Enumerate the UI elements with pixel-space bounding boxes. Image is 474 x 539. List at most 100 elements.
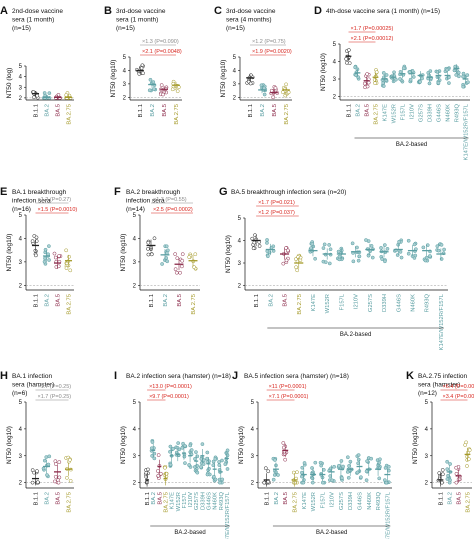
panel-d: D 4th-dose vaccine sera (1 month) (n=15) ×… — [314, 5, 470, 160]
x-tick-label: B.1.1 — [248, 104, 254, 118]
data-point — [369, 244, 374, 248]
annotation-label: ×1.3 (P=0.55) — [153, 197, 187, 203]
y-tick-label: 3 — [133, 260, 137, 266]
x-tick-label: BA.5 — [56, 492, 62, 505]
data-point — [374, 70, 379, 74]
x-tick-label: N460K — [213, 492, 219, 510]
panel-title: BA.2 breakthrough — [126, 189, 181, 196]
x-tick-label: R493Q — [455, 104, 461, 123]
y-tick-label: 4 — [333, 60, 337, 66]
data-point — [148, 77, 153, 82]
y-axis-label: NT50 (log10) — [6, 426, 13, 464]
data-point — [378, 457, 382, 462]
data-point — [401, 66, 406, 71]
annotation-label: ×13.0 (P=0.0001) — [149, 384, 192, 390]
data-point — [56, 480, 61, 485]
data-point — [465, 464, 469, 468]
panel-letter: G — [219, 186, 228, 198]
data-point — [198, 465, 203, 469]
data-point — [146, 240, 151, 245]
data-point — [175, 256, 180, 261]
y-tick-label: 2 — [19, 283, 23, 289]
data-point — [64, 93, 69, 97]
data-point — [346, 48, 351, 52]
x-tick-label: K147E/W152R/F157L — [225, 491, 231, 539]
y-tick-label: 4 — [19, 427, 23, 433]
x-tick-label: BA.2.75 — [174, 104, 180, 125]
data-point — [384, 73, 389, 77]
data-point — [152, 451, 157, 456]
data-point — [355, 470, 360, 475]
x-tick-label: BA.2 — [163, 294, 169, 307]
data-point — [53, 255, 58, 260]
data-point — [201, 462, 206, 466]
data-point — [286, 248, 290, 253]
x-tick-label: BA.5 — [162, 104, 168, 117]
y-tick-label: 5 — [238, 216, 242, 222]
data-point — [435, 244, 440, 249]
data-point — [365, 459, 369, 464]
data-point — [465, 73, 470, 77]
data-point — [223, 462, 228, 467]
data-point — [313, 460, 318, 465]
annotation-label: ×2.1 (P=0.0048) — [142, 49, 182, 55]
data-point — [137, 72, 142, 76]
data-point — [152, 236, 157, 241]
data-point — [463, 443, 468, 447]
x-tick-label: G446S — [396, 294, 402, 312]
x-tick-label: BA.2 — [150, 104, 156, 117]
panel-title: 3rd-dose vaccine — [116, 8, 166, 15]
annotation-label: ×2.5 (P=0.0002) — [153, 207, 193, 213]
data-point — [347, 464, 351, 468]
data-point — [313, 256, 317, 261]
x-tick-label: BA.2 — [151, 492, 157, 505]
group-label: BA.2-based — [316, 530, 347, 536]
data-point — [356, 75, 360, 79]
data-point — [447, 81, 451, 85]
data-point — [398, 70, 403, 74]
x-tick-label: BA.2.75 — [374, 104, 380, 125]
data-point — [220, 477, 225, 482]
data-point — [53, 474, 58, 479]
data-point — [46, 462, 51, 467]
data-point — [418, 79, 422, 84]
x-tick-label: W152R — [176, 492, 182, 511]
data-point — [381, 84, 386, 88]
x-tick-label: F157L — [182, 491, 188, 508]
data-point — [45, 473, 49, 477]
data-point — [372, 78, 377, 82]
data-point — [207, 466, 211, 471]
panel-title: sera (1 month) — [12, 17, 54, 24]
y-axis-label: NT50 (log10) — [120, 234, 127, 272]
data-point — [286, 90, 291, 95]
data-point — [168, 462, 173, 467]
panel-title: (n=12) — [418, 390, 437, 397]
data-point — [43, 256, 47, 261]
panel-g: G BA.5 breakthrough infection sera (n=20)… — [219, 186, 448, 350]
data-point — [445, 67, 449, 72]
panel-title: 3rd-dose vaccine — [226, 8, 276, 15]
data-point — [332, 464, 336, 469]
data-point — [359, 475, 363, 480]
x-tick-label: BA.2.75 — [191, 294, 197, 315]
data-point — [213, 477, 218, 482]
data-point — [440, 480, 444, 485]
data-point — [397, 239, 401, 244]
y-tick-label: 3 — [19, 260, 23, 266]
x-tick-label: BA.5 — [272, 104, 278, 117]
data-point — [436, 248, 441, 253]
data-point — [67, 458, 72, 462]
data-point — [339, 248, 344, 253]
x-tick-label: B.1.1 — [439, 492, 445, 506]
data-point — [461, 74, 465, 79]
data-point — [296, 255, 300, 259]
data-point — [30, 239, 35, 244]
annotation-label: ×3.4 (P=0.00098) — [443, 394, 474, 400]
panel-f: F BA.2 breakthrough infection sera(n=14) ×1… — [114, 186, 200, 315]
data-point — [273, 458, 277, 462]
x-tick-label: R493Q — [425, 294, 431, 313]
data-point — [364, 469, 369, 474]
data-point — [398, 250, 403, 254]
x-tick-label: I210V — [330, 492, 336, 507]
x-tick-label: BA.2.75 — [297, 294, 303, 315]
